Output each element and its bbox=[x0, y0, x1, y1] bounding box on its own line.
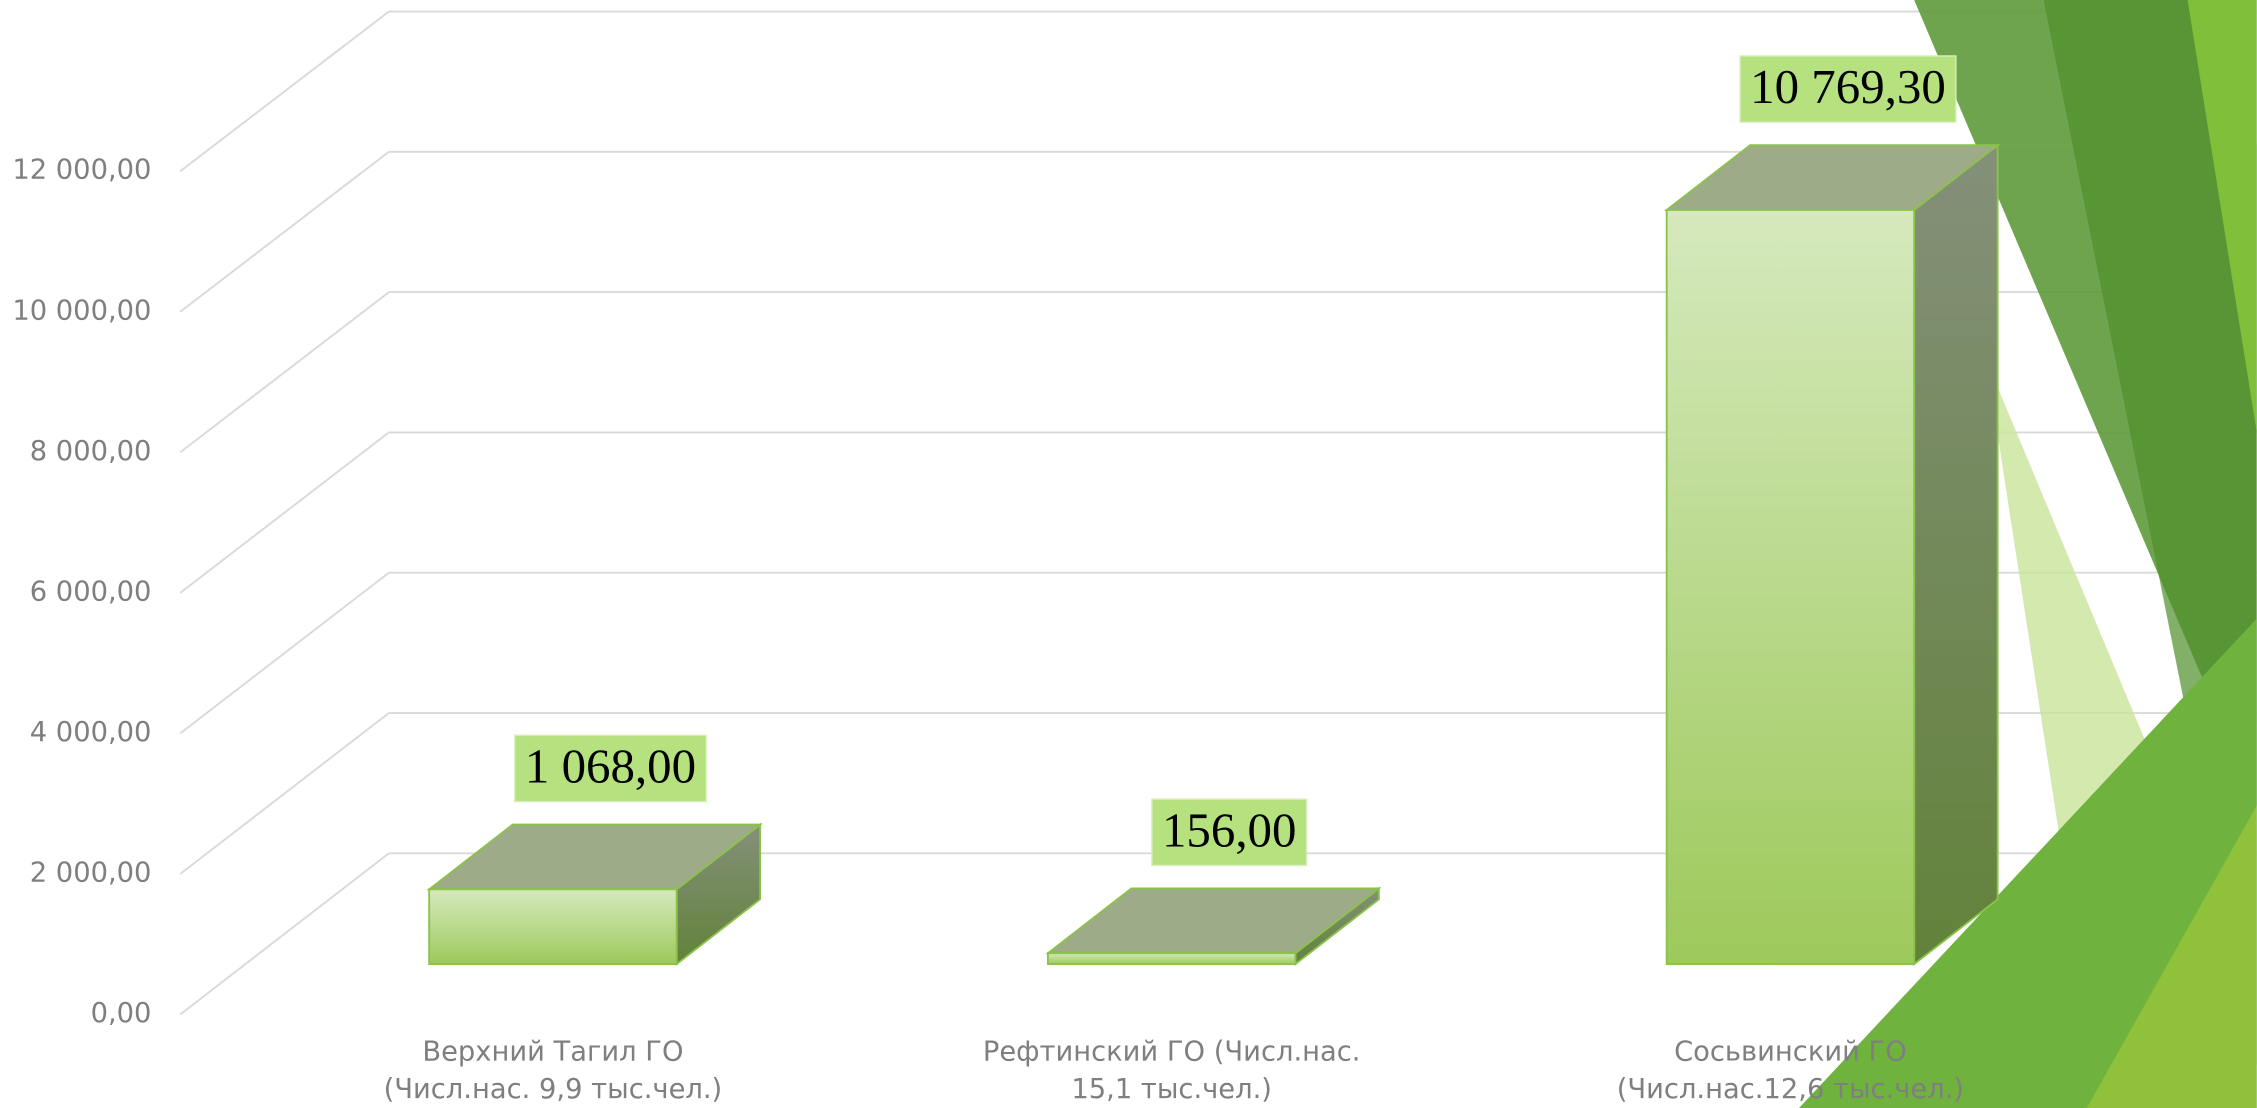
x-tick-label-box: Сосьвинский ГО (Числ.нас.12,6 тыс.чел.) bbox=[1616, 1036, 1965, 1106]
value-label-box bbox=[1151, 798, 1308, 867]
bar bbox=[1663, 143, 2001, 967]
bar-front bbox=[1046, 952, 1297, 966]
y-tick-label: 4 000,00 bbox=[30, 717, 152, 748]
grid-line-side bbox=[179, 291, 390, 454]
x-tick-label: Верхний Тагил ГО (Числ.нас. 9,9 тыс.чел.… bbox=[383, 1036, 723, 1106]
y-tick-label: 6 000,00 bbox=[30, 576, 152, 607]
bar-front bbox=[428, 888, 678, 966]
grid-line-side bbox=[179, 10, 390, 172]
value-label: 10 769,30 bbox=[1750, 59, 1946, 114]
x-tick-label-box: Верхний Тагил ГО (Числ.нас. 9,9 тыс.чел.… bbox=[383, 1036, 723, 1106]
grid-line-side bbox=[179, 151, 390, 313]
value-label-box bbox=[514, 734, 707, 803]
value-label-box bbox=[1739, 55, 1957, 123]
decoration bbox=[1799, 0, 2257, 1108]
y-tick-label: 10 000,00 bbox=[12, 295, 151, 326]
grid-line-side bbox=[179, 571, 390, 735]
y-tick-label: 2 000,00 bbox=[30, 857, 152, 888]
grid-line-side bbox=[179, 712, 390, 875]
bar-side bbox=[1913, 143, 1999, 967]
value-label: 1 068,00 bbox=[525, 739, 696, 794]
y-tick-label: 12 000,00 bbox=[12, 155, 151, 186]
y-tick-label: 8 000,00 bbox=[30, 436, 152, 467]
x-tick-label: Рефтинский ГО (Числ.нас. 15,1 тыс.чел.) bbox=[982, 1036, 1361, 1106]
value-label: 156,00 bbox=[1162, 802, 1297, 857]
grid-line-side bbox=[179, 431, 390, 594]
x-tick-label: Сосьвинский ГО (Числ.нас.12,6 тыс.чел.) bbox=[1616, 1036, 1965, 1106]
y-tick-label: 0,00 bbox=[91, 998, 152, 1029]
bar bbox=[1045, 886, 1382, 967]
bar-front bbox=[1665, 209, 1916, 966]
x-tick-label-box: Рефтинский ГО (Числ.нас. 15,1 тыс.чел.) bbox=[982, 1036, 1361, 1106]
bar bbox=[426, 822, 763, 967]
bar-top bbox=[1045, 887, 1382, 955]
grid-line-side bbox=[179, 852, 390, 1016]
